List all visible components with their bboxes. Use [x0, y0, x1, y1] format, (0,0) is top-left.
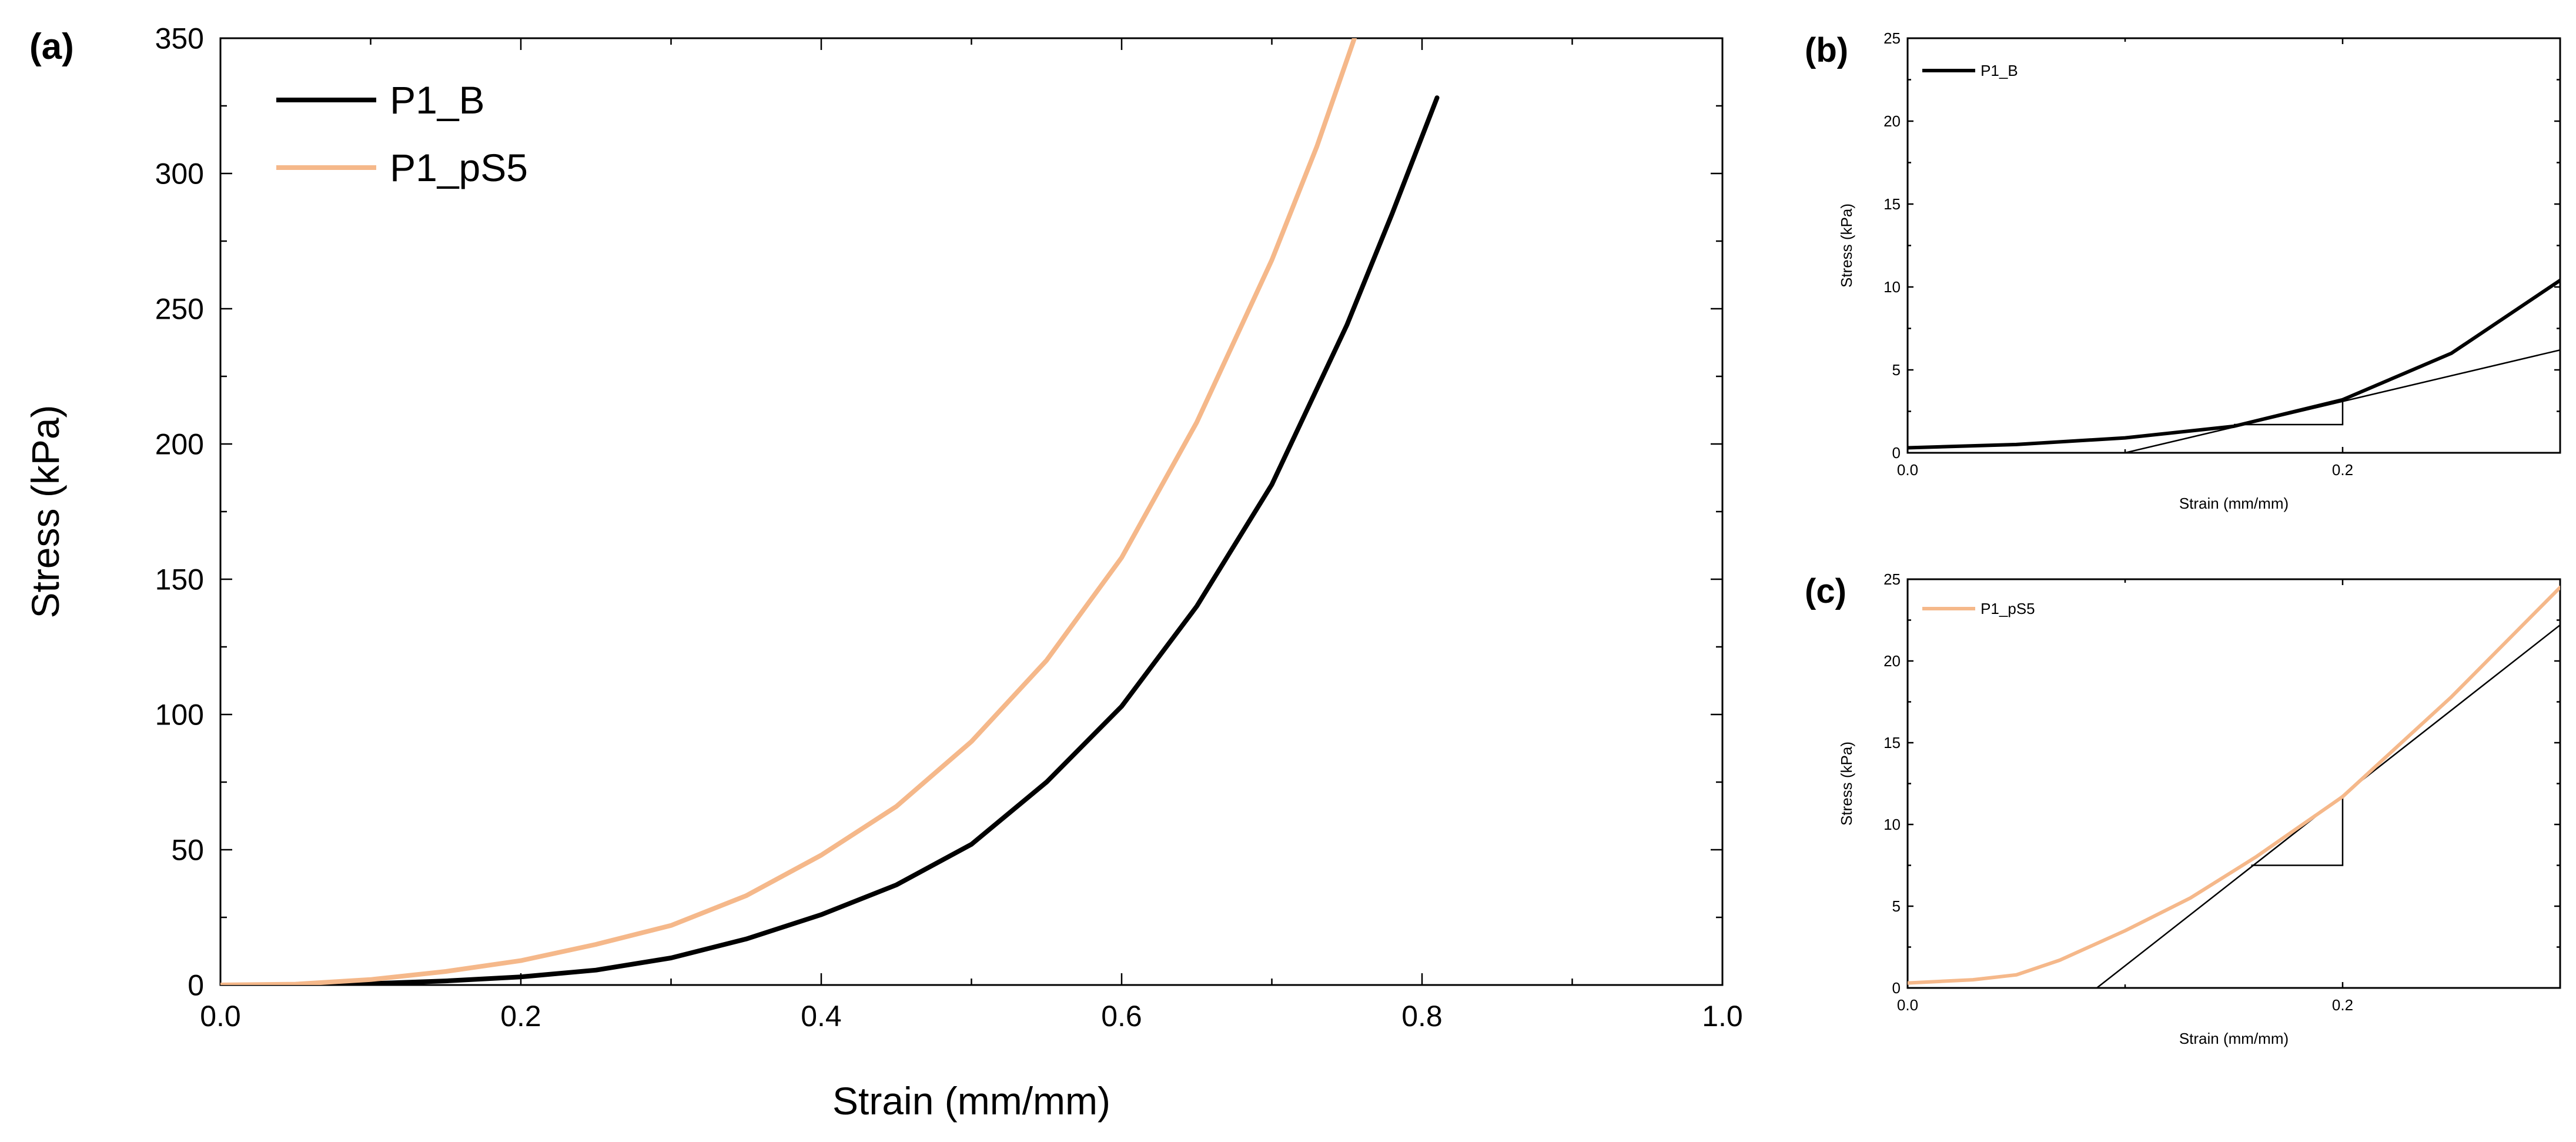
x-tick-label: 0.2 [2332, 461, 2353, 479]
legend-label: P1_B [390, 78, 484, 122]
legend-label: P1_B [1980, 62, 2018, 79]
y-tick-label: 25 [1884, 29, 1901, 47]
slope-triangle [2234, 399, 2344, 426]
y-tick-label: 15 [1884, 734, 1901, 752]
y-axis-title: Stress (kPa) [1838, 203, 1855, 288]
x-tick-label: 1.0 [1702, 1000, 1743, 1033]
y-tick-label: 150 [155, 563, 204, 596]
x-tick-label: 0.0 [1897, 461, 1918, 479]
x-axis-title: Strain (mm/mm) [2179, 1030, 2289, 1047]
x-tick-label: 0.2 [500, 1000, 541, 1033]
panel-b: 0.0 0.2 0 5 10 15 20 25 Strain (mm/mm) Stress (kP… [1805, 29, 2561, 512]
x-tick-label: 0.4 [801, 1000, 842, 1033]
plot-frame [1906, 37, 2561, 454]
y-tick-label: 0 [1892, 979, 1901, 997]
panel-a: 0.0 0.2 0.4 0.6 0.8 1.0 0 50 100 150 200 250 300 350 S… [24, 22, 1743, 1123]
legend-label: P1_pS5 [1980, 600, 2035, 617]
y-tick-label: 10 [1884, 278, 1901, 296]
y-tick-label: 300 [155, 158, 204, 191]
y-axis-title: Stress (kPa) [1838, 742, 1855, 826]
x-axis-title: Strain (mm/mm) [2179, 495, 2289, 512]
x-tick-label: 0.8 [1401, 1000, 1443, 1033]
y-tick-label: 25 [1884, 570, 1901, 588]
y-tick-label: 250 [155, 293, 204, 326]
x-tick-label: 0.2 [2332, 996, 2353, 1014]
panel-label: (b) [1805, 31, 1848, 69]
legend-label: P1_pS5 [390, 146, 528, 189]
panel-c: 0.0 0.2 0 5 10 15 20 25 Strain (mm/mm) Stress (kP… [1805, 570, 2561, 1047]
panel-label: (a) [29, 26, 74, 67]
y-tick-label: 350 [155, 22, 204, 55]
x-tick-label: 0.0 [200, 1000, 241, 1033]
y-tick-label: 20 [1884, 652, 1901, 670]
y-tick-label: 0 [188, 969, 204, 1002]
x-axis-title: Strain (mm/mm) [832, 1079, 1110, 1123]
series-line-p1-b [285, 95, 1440, 985]
y-tick-label: 5 [1892, 897, 1901, 915]
y-tick-label: 5 [1892, 361, 1901, 379]
series-line-p1-b [1908, 278, 2560, 450]
slope-triangle [2251, 794, 2344, 866]
y-tick-label: 200 [155, 428, 204, 461]
series-line-p1-ps5 [1908, 585, 2560, 985]
x-tick-label: 0.6 [1101, 1000, 1142, 1033]
y-axis-title: Stress (kPa) [24, 405, 67, 618]
y-tick-label: 50 [171, 834, 204, 867]
y-tick-label: 15 [1884, 195, 1901, 213]
x-tick-label: 0.0 [1897, 996, 1918, 1014]
panel-label: (c) [1805, 572, 1846, 610]
y-tick-label: 20 [1884, 112, 1901, 130]
series-line-p1-ps5 [220, 38, 1357, 985]
y-tick-label: 0 [1892, 444, 1901, 462]
plot-frame [1906, 578, 2561, 989]
y-tick-label: 100 [155, 699, 204, 732]
y-tick-label: 10 [1884, 816, 1901, 833]
